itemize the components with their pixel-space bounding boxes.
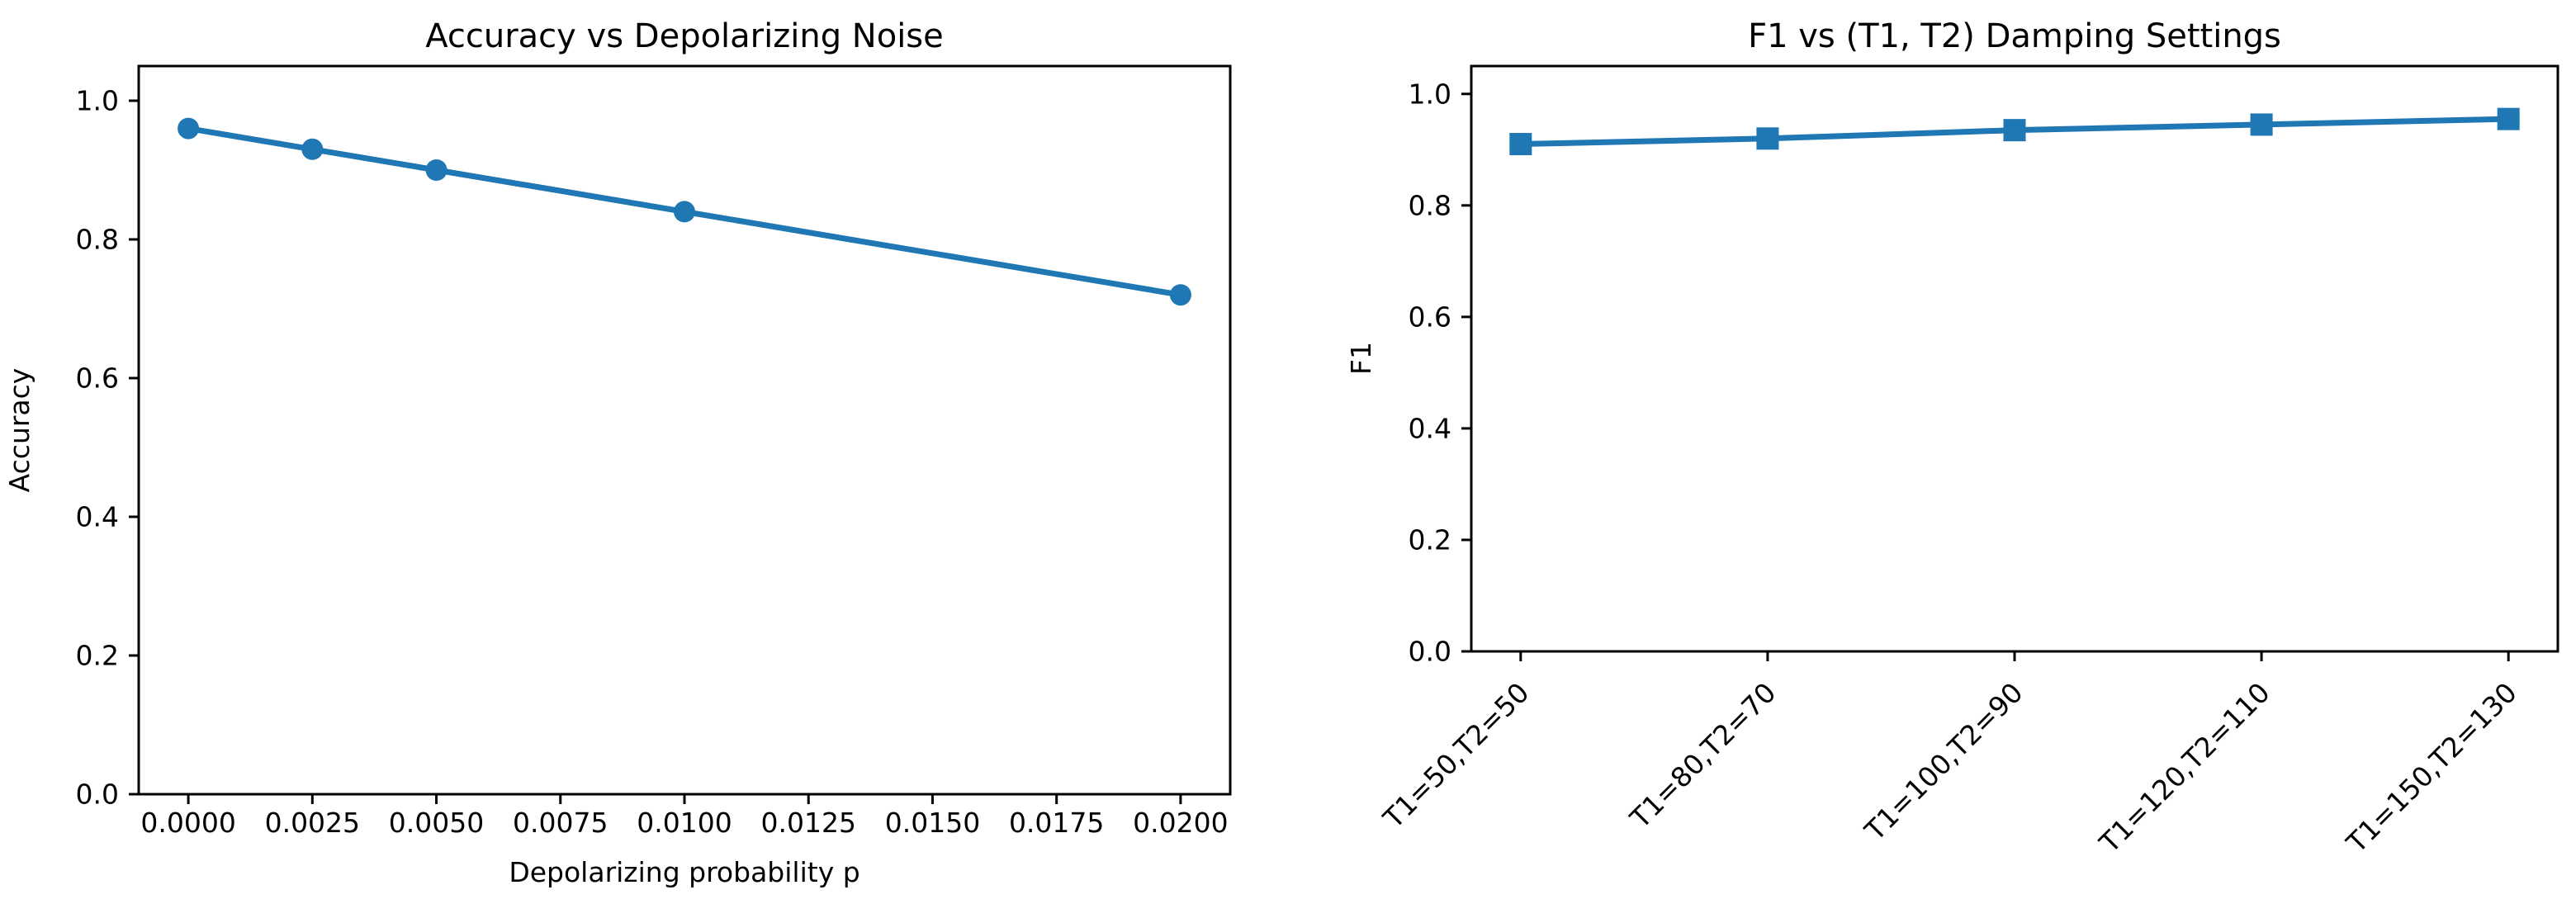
y-tick-label: 0.2: [1409, 523, 1451, 556]
y-tick-label: 0.6: [76, 362, 119, 395]
x-tick-label: 0.0175: [1009, 807, 1104, 839]
data-point-marker: [2003, 119, 2026, 142]
x-tick-label: 0.0125: [760, 807, 855, 839]
x-axis-label: Depolarizing probability p: [509, 856, 859, 888]
x-tick-label: 0.0050: [389, 807, 484, 839]
x-tick-label: 0.0150: [885, 807, 980, 839]
plot-area-border: [1470, 64, 2559, 653]
x-tick-label: 0.0000: [140, 807, 235, 839]
y-tick-label: 1.0: [76, 85, 119, 117]
y-axis-ticks: 0.0 0.2 0.4 0.6 0.8 1.0: [76, 85, 139, 811]
x-tick-label: T1=50,T2=50: [1376, 676, 1535, 835]
data-point-marker: [1509, 133, 1532, 156]
data-point-marker: [1169, 284, 1191, 306]
data-series: [1509, 107, 2520, 156]
x-tick-label: T1=150,T2=130: [2340, 676, 2523, 859]
data-point-marker: [2250, 113, 2273, 136]
y-tick-label: 1.0: [1409, 78, 1451, 110]
y-axis-label: F1: [1345, 342, 1377, 375]
x-tick-label: 0.0100: [637, 807, 732, 839]
y-tick-label: 0.4: [1409, 412, 1451, 444]
y-tick-label: 0.0: [1409, 636, 1451, 668]
y-tick-label: 0.2: [76, 640, 119, 672]
y-tick-label: 0.8: [76, 224, 119, 256]
x-tick-label: 0.0075: [513, 807, 608, 839]
x-tick-label: T1=80,T2=70: [1623, 676, 1782, 835]
y-tick-label: 0.8: [1409, 189, 1451, 221]
data-point-marker: [2497, 107, 2520, 130]
y-axis-label: Accuracy: [3, 368, 36, 493]
data-point-marker: [178, 117, 200, 140]
x-tick-label: T1=100,T2=90: [1858, 676, 2029, 847]
plot-area-border: [137, 64, 1232, 796]
x-tick-label: T1=120,T2=110: [2093, 676, 2276, 859]
y-tick-label: 0.0: [76, 779, 119, 811]
data-point-marker: [425, 159, 447, 181]
chart-title: Accuracy vs Depolarizing Noise: [425, 17, 944, 55]
x-tick-label: 0.0025: [265, 807, 360, 839]
x-axis-ticks: T1=50,T2=50 T1=80,T2=70 T1=100,T2=90 T1=120…: [1376, 651, 2523, 859]
x-tick-label: 0.0200: [1133, 807, 1228, 839]
chart-accuracy-vs-depolarizing-noise: Accuracy vs Depolarizing Noise 0.0 0.2 0.4…: [3, 17, 1232, 888]
data-point-marker: [1756, 127, 1779, 150]
chart-f1-vs-damping-settings: F1 vs (T1, T2) Damping Settings 0.00.20.…: [1345, 17, 2559, 859]
data-point-marker: [674, 201, 695, 223]
y-tick-label: 0.4: [76, 501, 119, 533]
data-series: [178, 117, 1191, 306]
y-tick-label: 0.6: [1409, 301, 1451, 333]
chart-title: F1 vs (T1, T2) Damping Settings: [1748, 17, 2281, 55]
x-axis-ticks: 0.0000 0.0025 0.0050 0.0075 0.0100 0.0125 0.01…: [140, 794, 1229, 839]
y-axis-ticks: 0.0 0.2 0.4 0.6 0.8 1.0: [1409, 78, 1471, 668]
data-point-marker: [301, 138, 324, 160]
